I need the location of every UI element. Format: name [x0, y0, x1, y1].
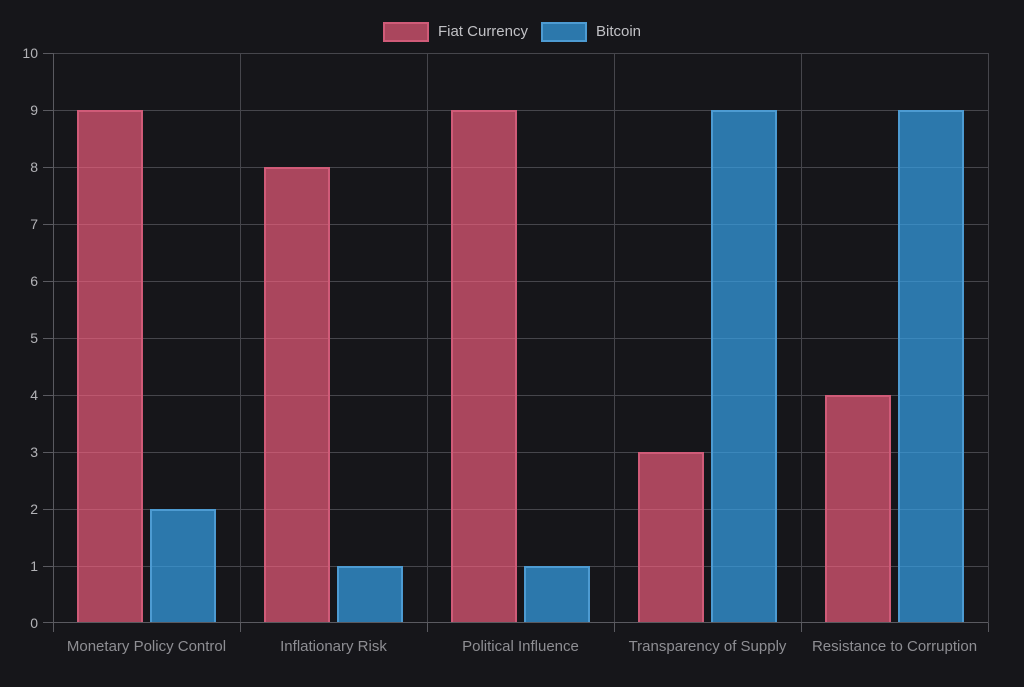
x-axis-tick-0 — [53, 623, 54, 632]
y-tick-label-2: 2 — [30, 501, 38, 517]
plot-area — [53, 53, 989, 623]
y-axis-line — [53, 53, 54, 623]
x-axis-tick-5 — [988, 623, 989, 632]
x-axis-tick-2 — [427, 623, 428, 632]
y-axis-tick-9 — [43, 110, 53, 111]
y-tick-label-3: 3 — [30, 444, 38, 460]
bar-fiat-currency-transparency-of-supply — [638, 452, 704, 623]
gridline-y-0 — [53, 622, 988, 623]
gridline-y-10 — [53, 53, 988, 54]
bar-fiat-currency-monetary-policy-control — [77, 110, 143, 623]
y-tick-label-4: 4 — [30, 387, 38, 403]
x-axis-tick-4 — [801, 623, 802, 632]
y-axis-tick-1 — [43, 566, 53, 567]
x-category-label-resistance-to-corruption: Resistance to Corruption — [811, 638, 978, 655]
bar-bitcoin-inflationary-risk — [337, 566, 403, 623]
gridline-y-2 — [53, 509, 988, 510]
gridline-y-3 — [53, 452, 988, 453]
legend-label-fiat-currency: Fiat Currency — [437, 23, 528, 40]
gridline-x-2 — [427, 53, 428, 623]
gridline-y-9 — [53, 110, 988, 111]
y-tick-label-7: 7 — [30, 216, 38, 232]
y-tick-label-5: 5 — [30, 330, 38, 346]
gridline-y-7 — [53, 224, 988, 225]
legend-label-bitcoin: Bitcoin — [596, 23, 642, 40]
x-axis-tick-3 — [614, 623, 615, 632]
gridline-y-8 — [53, 167, 988, 168]
bar-fiat-currency-political-influence — [451, 110, 517, 623]
y-axis-tick-7 — [43, 224, 53, 225]
y-tick-label-0: 0 — [30, 615, 38, 631]
gridline-x-1 — [240, 53, 241, 623]
gridline-x-5 — [988, 53, 989, 623]
bar-bitcoin-monetary-policy-control — [150, 509, 216, 623]
y-tick-label-1: 1 — [30, 558, 38, 574]
y-axis-tick-6 — [43, 281, 53, 282]
legend-swatch-bitcoin — [541, 22, 587, 42]
bar-bitcoin-political-influence — [524, 566, 590, 623]
gridline-x-4 — [801, 53, 802, 623]
gridline-y-4 — [53, 395, 988, 396]
chart-legend: Fiat Currency Bitcoin — [0, 22, 1024, 42]
y-axis-tick-3 — [43, 452, 53, 453]
x-axis-tick-1 — [240, 623, 241, 632]
y-tick-label-9: 9 — [30, 102, 38, 118]
x-category-label-inflationary-risk: Inflationary Risk — [280, 638, 387, 655]
gridline-y-5 — [53, 338, 988, 339]
bar-fiat-currency-inflationary-risk — [264, 167, 330, 623]
y-axis-tick-2 — [43, 509, 53, 510]
x-category-label-political-influence: Political Influence — [462, 638, 579, 655]
y-tick-label-6: 6 — [30, 273, 38, 289]
legend-swatch-fiat-currency — [382, 22, 429, 42]
y-axis-tick-5 — [43, 338, 53, 339]
y-tick-label-10: 10 — [22, 45, 38, 61]
y-axis-tick-4 — [43, 395, 53, 396]
y-tick-label-8: 8 — [30, 159, 38, 175]
gridline-y-6 — [53, 281, 988, 282]
gridline-x-3 — [614, 53, 615, 623]
y-axis-tick-0 — [43, 622, 53, 623]
y-axis-tick-8 — [43, 167, 53, 168]
bar-bitcoin-resistance-to-corruption — [898, 110, 964, 623]
bar-bitcoin-transparency-of-supply — [711, 110, 777, 623]
y-axis-tick-10 — [43, 53, 53, 54]
legend-item-bitcoin[interactable]: Bitcoin — [541, 22, 641, 42]
gridline-y-1 — [53, 566, 988, 567]
bar-fiat-currency-resistance-to-corruption — [825, 395, 891, 623]
legend-item-fiat-currency[interactable]: Fiat Currency — [382, 22, 528, 42]
x-category-label-transparency-of-supply: Transparency of Supply — [628, 638, 787, 655]
x-category-label-monetary-policy-control: Monetary Policy Control — [66, 638, 227, 655]
